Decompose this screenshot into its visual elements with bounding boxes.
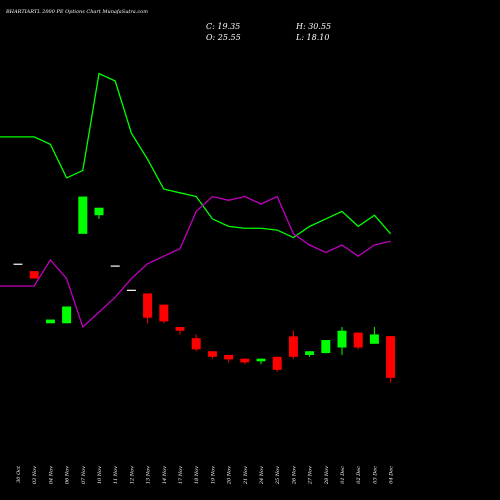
candle-body [191,338,201,350]
x-tick-label: 06 Nov [65,466,71,484]
x-tick-label: 07 Nov [81,466,87,484]
candle-body [29,271,39,279]
x-tick-label: 21 Nov [243,466,249,485]
candle-body [94,207,104,216]
candle-body [224,354,234,360]
x-tick-label: 26 Nov [291,466,297,485]
x-tick-label: 30 Oct [16,465,22,483]
x-tick-label: 10 Nov [97,466,103,484]
candle-11 [191,334,201,352]
x-tick-label: 02 Dec [356,466,362,484]
candle-body [256,358,266,362]
candle-17 [288,330,298,359]
candle-10 [175,327,185,335]
x-tick-label: 25 Nov [275,466,281,485]
candle-0 [13,263,23,265]
candle-8 [143,293,153,324]
candle-16 [272,356,282,372]
x-tick-label: 13 Nov [146,466,152,484]
chart-title: BHARTIARTL 2000 PE Options Chart MunafaS… [6,9,148,15]
candle-body [369,334,379,344]
candle-body [13,263,23,265]
candle-13 [224,354,234,363]
candle-20 [337,327,347,355]
candle-body [386,336,396,378]
candle-21 [353,332,363,350]
x-tick-label: 04 Nov [48,466,54,484]
candle-15 [256,358,266,365]
candle-1 [29,271,39,279]
x-tick-label: 04 Dec [389,466,395,484]
x-tick-label: 03 Dec [372,466,378,484]
x-tick-label: 17 Nov [178,466,184,484]
candle-9 [159,304,169,324]
candle-14 [240,358,250,365]
candle-5 [94,207,104,219]
candle-body [62,306,72,324]
candle-19 [321,340,331,354]
candle-body [272,356,282,370]
x-tick-label: 12 Nov [129,466,135,484]
line-series-1 [0,195,391,329]
x-tick-label: 01 Dec [340,466,346,484]
candle-body [143,293,153,318]
x-tick-label: 18 Nov [194,466,200,484]
candle-4 [78,196,88,234]
candle-2 [45,319,55,324]
x-tick-label: 20 Nov [227,466,233,485]
candle-body [126,289,136,291]
close-label: C: 19.35 [206,22,241,31]
candle-body [110,265,120,267]
x-tick-label: 27 Nov [308,466,314,485]
candle-18 [305,351,315,357]
x-tick-label: 14 Nov [162,466,168,484]
candle-22 [369,327,379,344]
x-tick-label: 19 Nov [210,466,216,484]
candle-6 [110,265,120,267]
line-series-0 [0,72,392,239]
candle-body [305,351,315,355]
candle-7 [126,289,136,291]
candle-23 [386,336,396,383]
x-tick-label: 03 Nov [32,466,38,484]
candle-12 [207,351,217,359]
candle-body [78,196,88,234]
candle-body [45,319,55,324]
low-label: L: 18.10 [296,33,330,42]
x-tick-label: 28 Nov [324,466,330,485]
high-label: H: 30.55 [296,22,332,31]
candle-body [159,304,169,322]
x-tick-label: 24 Nov [259,466,265,485]
open-label: O: 25.55 [206,33,241,42]
candle-body [321,340,331,354]
candle-body [240,358,250,363]
candle-3 [62,306,72,324]
candle-body [337,330,347,348]
candle-body [175,327,185,331]
candle-body [207,351,217,357]
candle-body [288,336,298,357]
x-tick-label: 11 Nov [113,466,119,484]
candle-body [353,332,363,348]
